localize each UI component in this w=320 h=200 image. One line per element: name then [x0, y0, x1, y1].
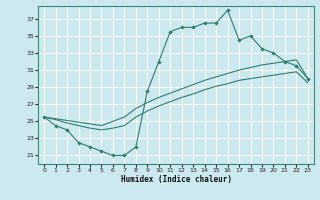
X-axis label: Humidex (Indice chaleur): Humidex (Indice chaleur) — [121, 175, 231, 184]
